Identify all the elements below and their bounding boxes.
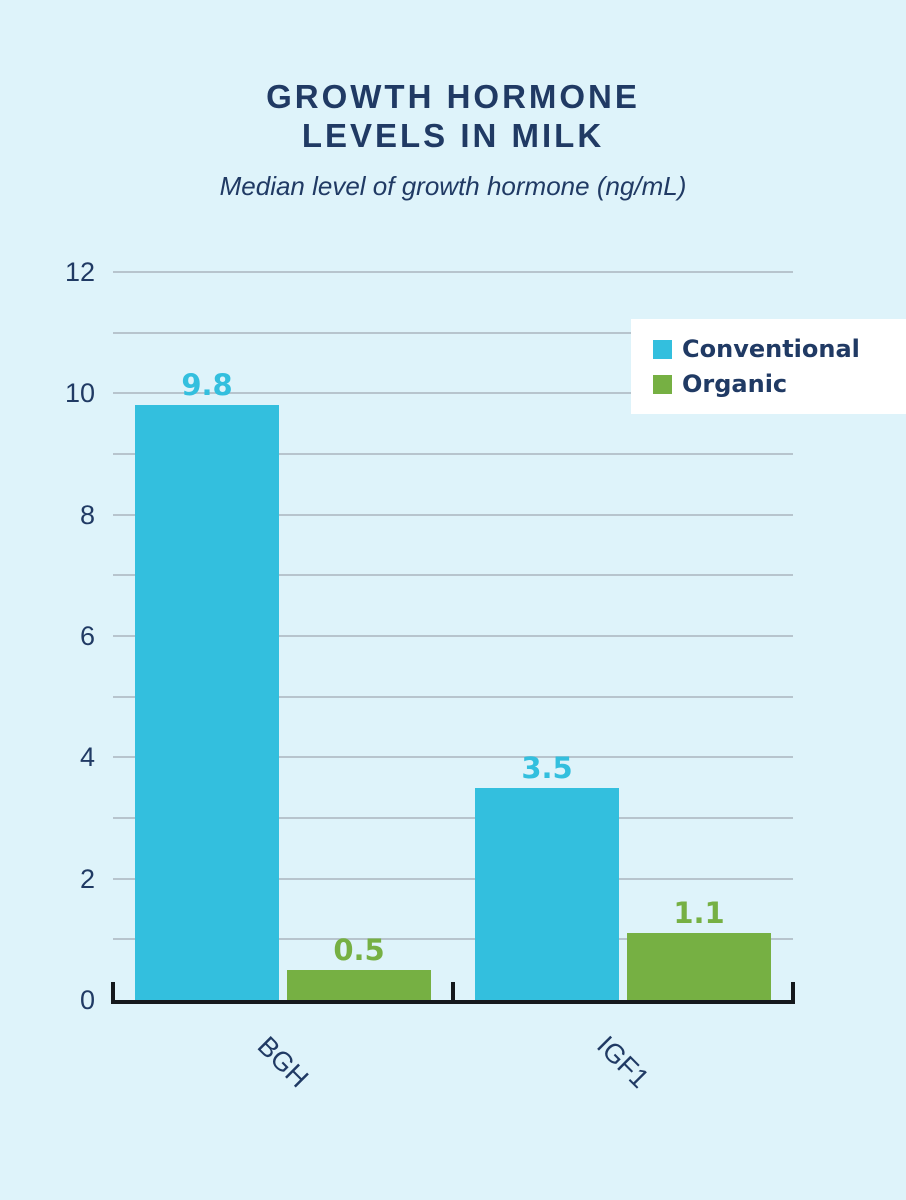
chart-title-line-2: LEVELS IN MILK bbox=[301, 117, 605, 154]
y-axis-tick-label: 10 bbox=[64, 378, 95, 409]
bar-value-label: 1.1 bbox=[673, 896, 725, 930]
bar-bgh-conventional bbox=[135, 405, 279, 1000]
chart-title-line-1: GROWTH HORMONE bbox=[266, 78, 640, 115]
bar-igf1-organic bbox=[627, 933, 771, 1000]
bar-value-label: 9.8 bbox=[181, 368, 233, 402]
bar-bgh-organic bbox=[287, 970, 431, 1000]
gridline bbox=[113, 271, 793, 273]
x-axis-tick bbox=[791, 982, 795, 1004]
gridline bbox=[113, 574, 793, 577]
bar-chart-plot-area: Conventional Organic 0 2 4 6 8 10 12 9.8 0.5 BGH 3… bbox=[65, 257, 906, 1094]
y-axis-tick-label: 2 bbox=[79, 863, 95, 894]
gridline bbox=[113, 938, 793, 941]
y-axis-tick-label: 12 bbox=[64, 257, 95, 287]
gridline bbox=[113, 635, 793, 637]
bar-value-label: 3.5 bbox=[521, 751, 573, 785]
x-axis-label-igf1: IGF1 bbox=[591, 1030, 655, 1094]
legend-item-label: Organic bbox=[682, 370, 788, 398]
legend-item-conventional: Conventional bbox=[653, 336, 906, 362]
gridline bbox=[113, 392, 793, 395]
bar-igf1-conventional bbox=[475, 788, 619, 1000]
gridline bbox=[113, 453, 793, 455]
legend-item-label: Conventional bbox=[682, 335, 860, 363]
gridline bbox=[113, 817, 793, 819]
x-axis-label-bgh: BGH bbox=[251, 1030, 315, 1094]
y-axis-tick-label: 4 bbox=[79, 742, 95, 773]
chart-title: GROWTH HORMONE LEVELS IN MILK bbox=[0, 77, 906, 155]
x-axis-tick bbox=[451, 982, 455, 1004]
y-axis-tick-label: 0 bbox=[79, 985, 95, 1015]
x-axis-tick bbox=[111, 982, 115, 1004]
chart-legend: Conventional Organic bbox=[631, 319, 906, 414]
y-axis-tick-label: 8 bbox=[79, 499, 95, 530]
bar-value-label: 0.5 bbox=[333, 933, 385, 967]
chart-subtitle: Median level of growth hormone (ng/mL) bbox=[219, 171, 687, 201]
y-axis-tick-label: 6 bbox=[79, 621, 95, 651]
gridline bbox=[113, 756, 793, 759]
gridline bbox=[113, 695, 793, 698]
legend-item-organic: Organic bbox=[653, 371, 906, 397]
legend-swatch-conventional-icon bbox=[653, 339, 672, 359]
gridline bbox=[113, 513, 793, 516]
legend-swatch-organic-icon bbox=[653, 374, 672, 394]
gridline bbox=[113, 331, 793, 334]
gridline bbox=[113, 877, 793, 880]
